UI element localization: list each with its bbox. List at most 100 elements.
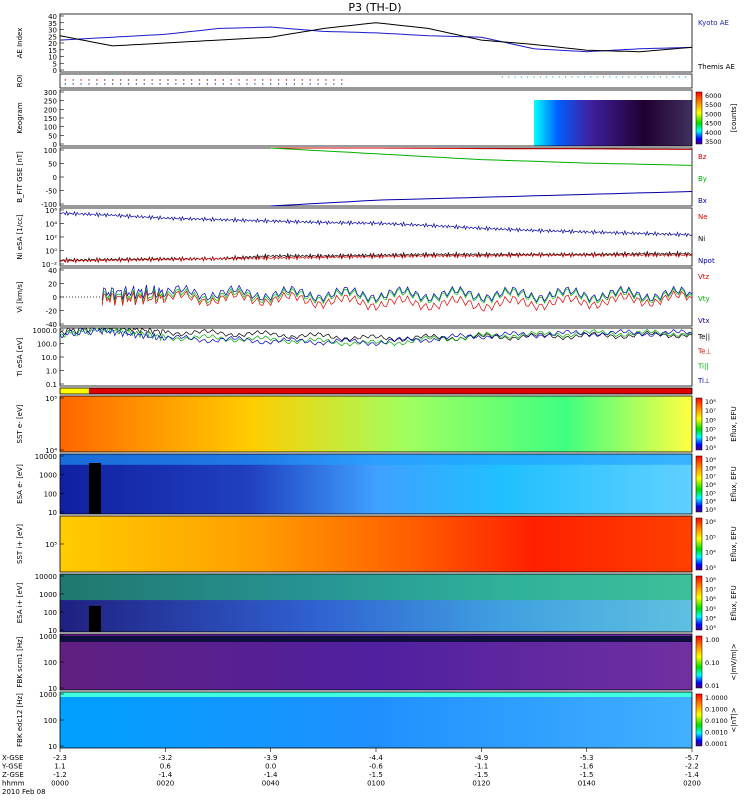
legend-ne: Ne	[698, 213, 708, 221]
series-line-by	[270, 147, 693, 166]
colorbar-tick-label: 10⁸	[705, 576, 716, 584]
roi-dot	[214, 79, 217, 81]
fbk-e-spectrogram	[60, 692, 692, 748]
panel-frame	[59, 573, 693, 633]
roi-dot	[508, 76, 510, 78]
colorbar-tick-label: 6000	[705, 92, 722, 100]
panel-esa_e: ESA e- [eV] 10 100 1000 10000 10⁹10⁸10⁷10⁶10⁵…	[16, 453, 738, 517]
roi-dot	[246, 79, 248, 81]
x-tick-label: -0.6	[369, 763, 383, 771]
axis-row-label: Y-GSE	[1, 763, 23, 771]
colorbar-tick-label: 10⁶	[705, 595, 716, 603]
colorbar-tick-label: 0.1000	[705, 706, 728, 714]
colorbar-tick-label: 4000	[705, 129, 722, 137]
roi-dot	[621, 76, 624, 78]
roi-dot	[104, 83, 106, 85]
y-tick-label: 20	[48, 281, 57, 289]
colorbar	[695, 91, 703, 145]
y-tick-label: 10⁴	[45, 221, 57, 229]
y-tick-label: 20	[48, 40, 57, 48]
colorbar-label: Eflux, EFU	[730, 406, 738, 441]
roi-dot	[666, 76, 668, 78]
colorbar-tick-label: 0.0001	[705, 740, 728, 748]
roi-dot	[175, 83, 177, 85]
colorbar-tick-label: 10⁴	[705, 435, 716, 443]
roi-dot	[151, 79, 153, 81]
axis-row-label: hhmm	[2, 780, 25, 788]
colorbar-tick-label: 10⁵	[705, 489, 716, 497]
roi-dot	[269, 79, 272, 81]
panel-density: Ni eSA [1/cc] 10⁻² 10⁰ 10² 10⁴ 10⁶ Ne Ni Npot	[16, 207, 715, 269]
series-line-themisae	[59, 22, 693, 53]
y-tick-label: 10⁻²	[42, 261, 58, 269]
x-tick-label: -2.2	[685, 763, 699, 771]
x-tick-label: -1.1	[474, 763, 488, 771]
legend-vtx: Vtx	[698, 317, 710, 325]
x-tick-label: -1.4	[158, 771, 172, 779]
x-tick-label: -1.5	[474, 771, 488, 779]
x-tick-label: -3.2	[158, 754, 172, 762]
legend-by: By	[698, 175, 707, 183]
roi-dot	[277, 79, 280, 81]
roi-dot	[262, 79, 264, 81]
colorbar-tick-label: 10⁶	[705, 481, 716, 489]
panel-frame	[59, 395, 693, 453]
colorbar-tick-label: 3500	[705, 138, 722, 146]
x-tick-label: -5.7	[685, 754, 699, 762]
roi-dot	[325, 79, 327, 81]
y-tick-label: 35	[48, 20, 57, 28]
roi-dot	[590, 76, 592, 78]
legend-ti: Ti⊥	[697, 377, 710, 385]
roi-dot	[72, 79, 74, 81]
roi-dot	[127, 79, 130, 81]
roi-dot	[685, 76, 687, 78]
roi-dot	[609, 76, 611, 78]
roi-dot	[293, 79, 296, 81]
roi-dot	[539, 76, 541, 78]
roi-dot	[96, 83, 98, 85]
y-tick-label: 40	[48, 13, 57, 21]
colorbar-tick-label: 10⁸	[705, 398, 716, 406]
y-tick-label: 0	[53, 174, 57, 182]
y-tick-label: 0	[53, 67, 57, 75]
y-tick-label: 10000	[35, 453, 57, 461]
roi-dot	[143, 79, 145, 81]
y-axis-label: FBK scm1 [Hz]	[16, 636, 24, 687]
y-tick-label: 10⁶	[45, 207, 57, 215]
legend-themisae: Themis AE	[697, 63, 735, 71]
y-axis-label: B_FIT GSE [nT]	[16, 151, 24, 203]
roi-dot	[254, 79, 256, 81]
status-bar-red	[88, 388, 692, 394]
y-tick-label: 15	[48, 47, 57, 55]
x-tick-label: 0000	[51, 780, 69, 788]
series-line-vtz	[101, 290, 693, 312]
colorbar	[695, 397, 703, 451]
roi-dot	[277, 83, 280, 85]
x-tick-label: 0040	[262, 780, 280, 788]
roi-dot	[159, 79, 161, 81]
roi-dot	[501, 76, 503, 78]
roi-dot	[111, 83, 114, 85]
legend-ni: Ni	[698, 235, 705, 243]
series-line-kyotoae	[59, 26, 693, 53]
y-tick-label: 10⁴	[45, 447, 57, 455]
roi-dot	[602, 76, 605, 78]
axis-row-label: Z-GSE	[2, 771, 24, 779]
roi-dot	[230, 83, 232, 85]
y-tick-label: 50	[48, 132, 57, 140]
roi-dot	[222, 79, 224, 81]
colorbar-tick-label: 10⁸	[705, 464, 716, 472]
sst-ion-spectrogram	[60, 516, 692, 572]
colorbar	[695, 455, 703, 513]
roi-dot	[301, 79, 303, 81]
x-tick-label: 0.0	[265, 763, 276, 771]
panel-fbk_b: FBK scm1 [Hz] 10 100 1000 1.00 0.10 0.01 <|mV/m…	[16, 633, 738, 693]
panel-frame	[59, 387, 693, 395]
roi-dot	[571, 76, 573, 78]
roi-dot	[678, 76, 680, 78]
fbk-b-spectrogram	[60, 634, 692, 690]
roi-dot	[596, 76, 598, 78]
legend-bx: Bx	[698, 197, 707, 205]
roi-dot	[183, 83, 185, 85]
colorbar-tick-label: 10⁷	[705, 586, 716, 594]
